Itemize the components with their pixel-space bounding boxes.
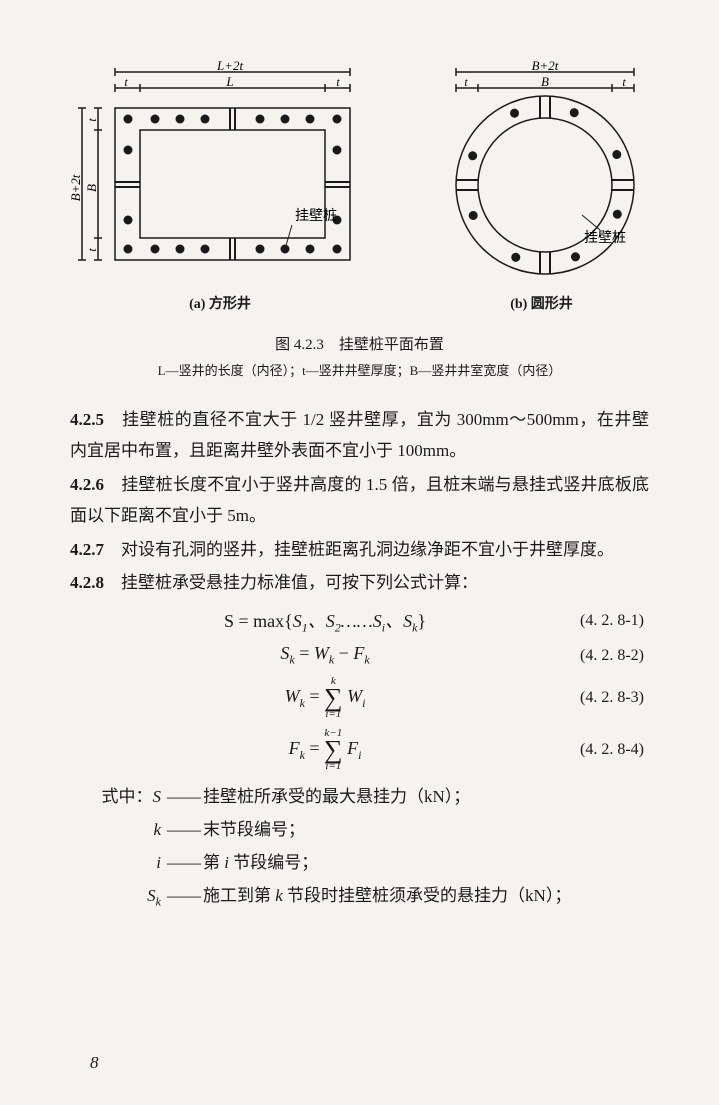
where-def: 施工到第 k 节段时挂壁桩须承受的悬挂力（kN）； (203, 879, 649, 914)
dim-label: B+2t (70, 174, 83, 201)
where-sym: k (70, 813, 165, 846)
formula-num: (4. 2. 8-4) (580, 741, 649, 759)
formula-body: S = max{S1、S2……Si、Sk} (70, 607, 580, 636)
dim-label: t (622, 75, 626, 89)
pile-label: 挂壁桩 (295, 207, 337, 224)
where-dash: —— (165, 780, 203, 813)
where-sym: i (70, 846, 165, 879)
formula-1: S = max{S1、S2……Si、Sk} (4. 2. 8-1) (70, 607, 649, 636)
section-4-2-5: 4.2.5 挂壁桩的直径不宜大于 1/2 竖井壁厚，宜为 300mm～500mm… (70, 404, 649, 467)
section-text: 对设有孔洞的竖井，挂壁桩距离孔洞边缘净距不宜小于井壁厚度。 (104, 540, 614, 559)
dim-label: B (84, 184, 99, 192)
where-row: i —— 第 i 节段编号； (70, 846, 649, 879)
where-row: 式中：S —— 挂壁桩所承受的最大悬挂力（kN）； (70, 780, 649, 813)
where-dash: —— (165, 879, 203, 914)
page-number: 8 (90, 1053, 99, 1073)
figure-circle-shaft: B+2t B t t 挂壁桩 (b) 圆形井 (434, 60, 649, 313)
formula-4: Fk = k−1 ∑ i=1 Fi (4. 2. 8-4) (70, 728, 649, 772)
dim-label: L (225, 74, 233, 89)
section-num: 4.2.5 (70, 410, 104, 429)
where-list: 式中：S —— 挂壁桩所承受的最大悬挂力（kN）； k —— 末节段编号； i … (70, 780, 649, 914)
formula-num: (4. 2. 8-3) (580, 689, 649, 707)
formula-body: Wk = k ∑ i=1 Wi (70, 676, 580, 720)
formula-num: (4. 2. 8-1) (580, 612, 649, 630)
where-def: 挂壁桩所承受的最大悬挂力（kN）； (203, 780, 649, 813)
formula-body: Fk = k−1 ∑ i=1 Fi (70, 728, 580, 772)
sum-bot: i=1 (324, 709, 343, 720)
pile-label: 挂壁桩 (584, 229, 626, 246)
where-def: 第 i 节段编号； (203, 846, 649, 879)
dim-label: t (85, 248, 99, 252)
where-dash: —— (165, 813, 203, 846)
subcaption-b: (b) 圆形井 (434, 293, 649, 313)
subcaption-a: (a) 方形井 (70, 293, 370, 313)
where-label: 式中： (102, 787, 153, 806)
dim-label: B+2t (532, 60, 559, 73)
pile-dots (124, 115, 342, 254)
where-row: k —— 末节段编号； (70, 813, 649, 846)
dim-label: B (541, 74, 549, 89)
figure-title: 图 4.2.3 挂壁桩平面布置 (70, 333, 649, 354)
circle-shaft-svg: B+2t B t t 挂壁桩 (434, 60, 649, 280)
where-dash: —— (165, 846, 203, 879)
section-num: 4.2.6 (70, 475, 104, 494)
section-num: 4.2.7 (70, 540, 104, 559)
where-sym: Sk (70, 879, 165, 914)
figure-legend: L—竖井的长度（内径）；t—竖井井壁厚度；B—竖井井室宽度（内径） (70, 360, 649, 379)
section-4-2-7: 4.2.7 对设有孔洞的竖井，挂壁桩距离孔洞边缘净距不宜小于井壁厚度。 (70, 534, 649, 565)
dim-label: L+2t (216, 60, 244, 73)
formula-2: Sk = Wk − Fk (4. 2. 8-2) (70, 643, 649, 668)
section-num: 4.2.8 (70, 573, 104, 592)
formula-num: (4. 2. 8-2) (580, 647, 649, 665)
dim-label: t (85, 118, 99, 122)
where-sym: S (153, 787, 162, 806)
formula-body: Sk = Wk − Fk (70, 643, 580, 668)
dim-label: t (124, 75, 128, 89)
square-shaft-svg: L+2t L t t B+2t B t t 挂壁桩 (70, 60, 370, 280)
section-4-2-6: 4.2.6 挂壁桩长度不宜小于竖井高度的 1.5 倍，且桩末端与悬挂式竖井底板底… (70, 469, 649, 532)
section-text: 挂壁桩长度不宜小于竖井高度的 1.5 倍，且桩末端与悬挂式竖井底板底面以下距离不… (70, 475, 649, 525)
section-text: 挂壁桩的直径不宜大于 1/2 竖井壁厚，宜为 300mm～500mm，在井壁内宜… (70, 410, 649, 460)
figure-square-shaft: L+2t L t t B+2t B t t 挂壁桩 (a) 方形井 (70, 60, 370, 313)
dim-label: t (336, 75, 340, 89)
section-text: 挂壁桩承受悬挂力标准值，可按下列公式计算： (104, 573, 478, 592)
dim-label: t (464, 75, 468, 89)
where-def: 末节段编号； (203, 813, 649, 846)
sum-bot: i=1 (324, 761, 343, 772)
figure-area: L+2t L t t B+2t B t t 挂壁桩 (a) 方形井 (70, 60, 649, 313)
where-row: Sk —— 施工到第 k 节段时挂壁桩须承受的悬挂力（kN）； (70, 879, 649, 914)
section-4-2-8: 4.2.8 挂壁桩承受悬挂力标准值，可按下列公式计算： (70, 567, 649, 598)
formula-3: Wk = k ∑ i=1 Wi (4. 2. 8-3) (70, 676, 649, 720)
